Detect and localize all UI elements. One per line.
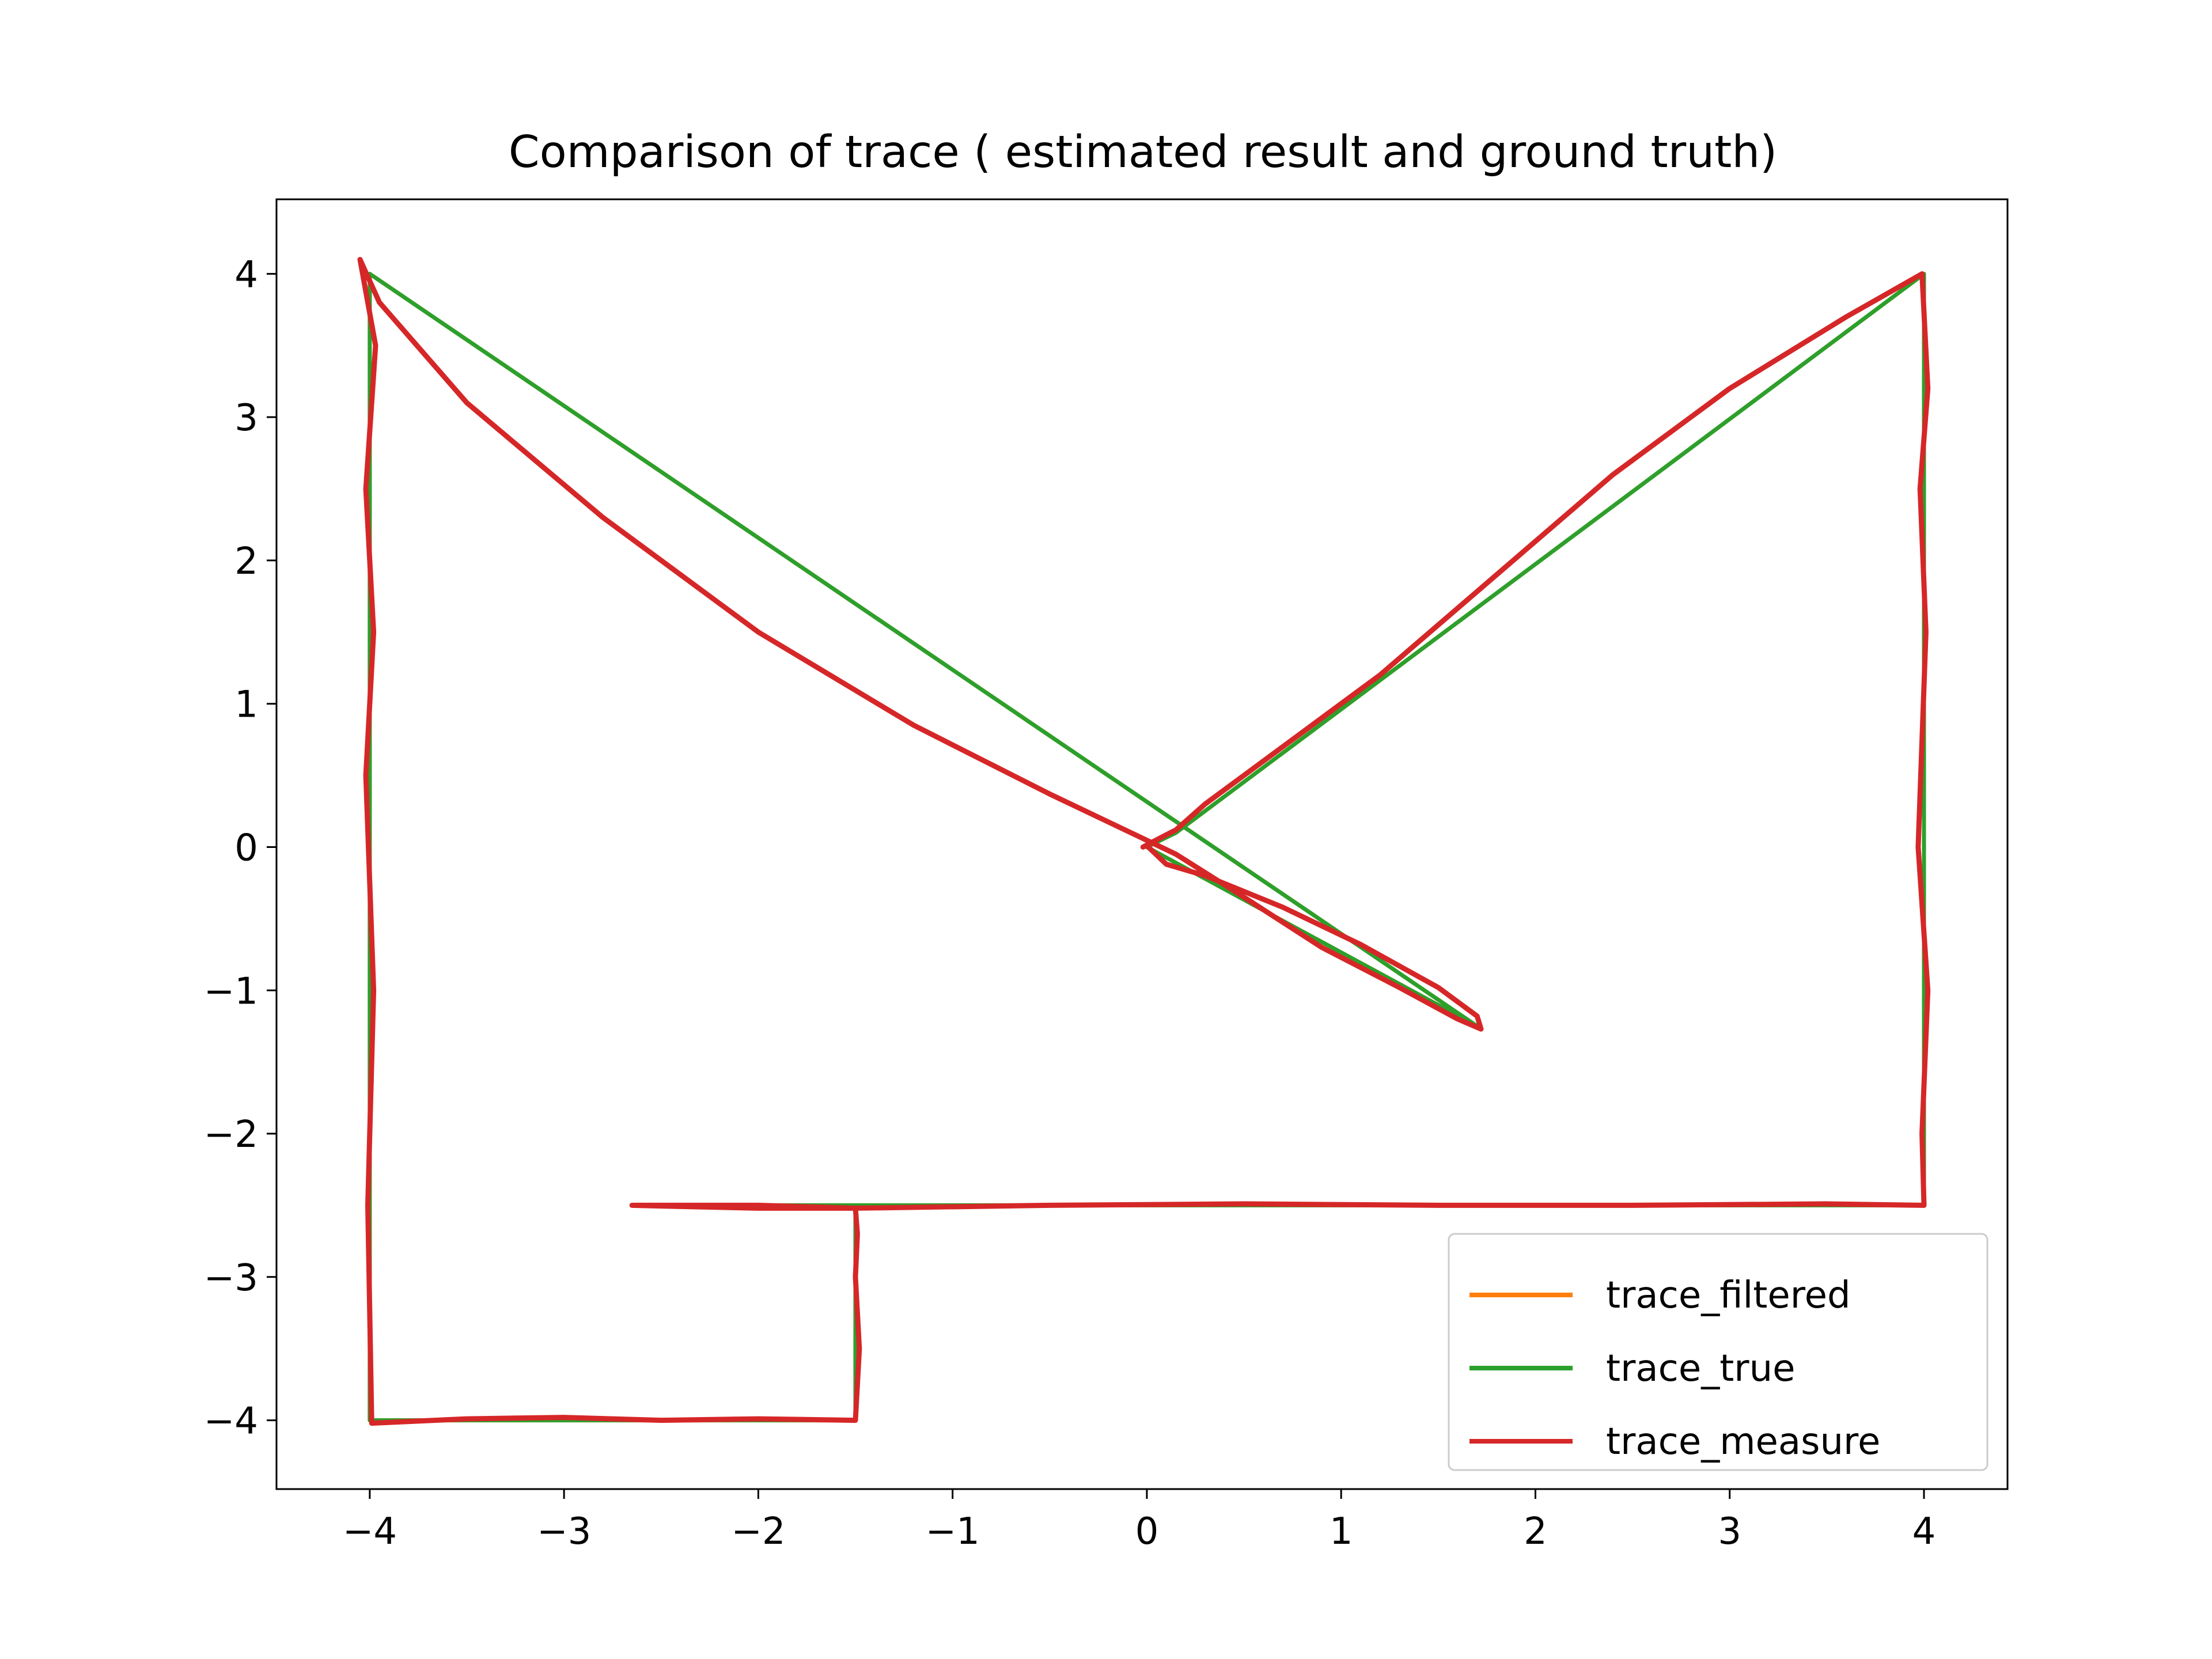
x-tick-label: 4 <box>1912 1510 1936 1553</box>
y-tick-label: −2 <box>204 1113 258 1156</box>
x-tick-label: −4 <box>343 1510 397 1553</box>
y-tick-label: −1 <box>204 970 258 1013</box>
legend-label: trace_true <box>1606 1347 1796 1390</box>
x-tick-label: −1 <box>925 1510 979 1553</box>
series-line-trace-measure <box>357 257 1931 1426</box>
series-layer <box>357 257 1931 1426</box>
y-tick-label: −3 <box>204 1257 258 1300</box>
legend-box <box>1448 1233 1988 1471</box>
x-tick-label: 1 <box>1330 1510 1353 1553</box>
y-axis: −4 −3 −2 −1 0 1 2 3 4 <box>204 253 276 1443</box>
x-tick-label: −3 <box>537 1510 591 1553</box>
legend-label: trace_filtered <box>1606 1274 1851 1317</box>
x-tick-label: 2 <box>1524 1510 1547 1553</box>
y-tick-label: 3 <box>234 397 258 440</box>
x-axis: −4 −3 −2 −1 0 1 2 3 4 <box>343 1489 1936 1553</box>
chart-title: Comparison of trace ( estimated result a… <box>509 127 1777 178</box>
y-tick-label: 4 <box>234 253 258 296</box>
legend-label: trace_measure <box>1606 1421 1880 1463</box>
x-tick-label: 3 <box>1718 1510 1741 1553</box>
y-tick-label: 2 <box>234 540 258 583</box>
y-tick-label: 1 <box>234 684 258 726</box>
legend: trace_filtered trace_true trace_measure <box>1448 1233 1988 1471</box>
x-tick-label: −2 <box>731 1510 785 1553</box>
y-tick-label: 0 <box>234 827 258 869</box>
plot-area-frame <box>275 198 2009 1490</box>
x-tick-label: 0 <box>1135 1510 1159 1553</box>
y-tick-label: −4 <box>204 1400 258 1443</box>
